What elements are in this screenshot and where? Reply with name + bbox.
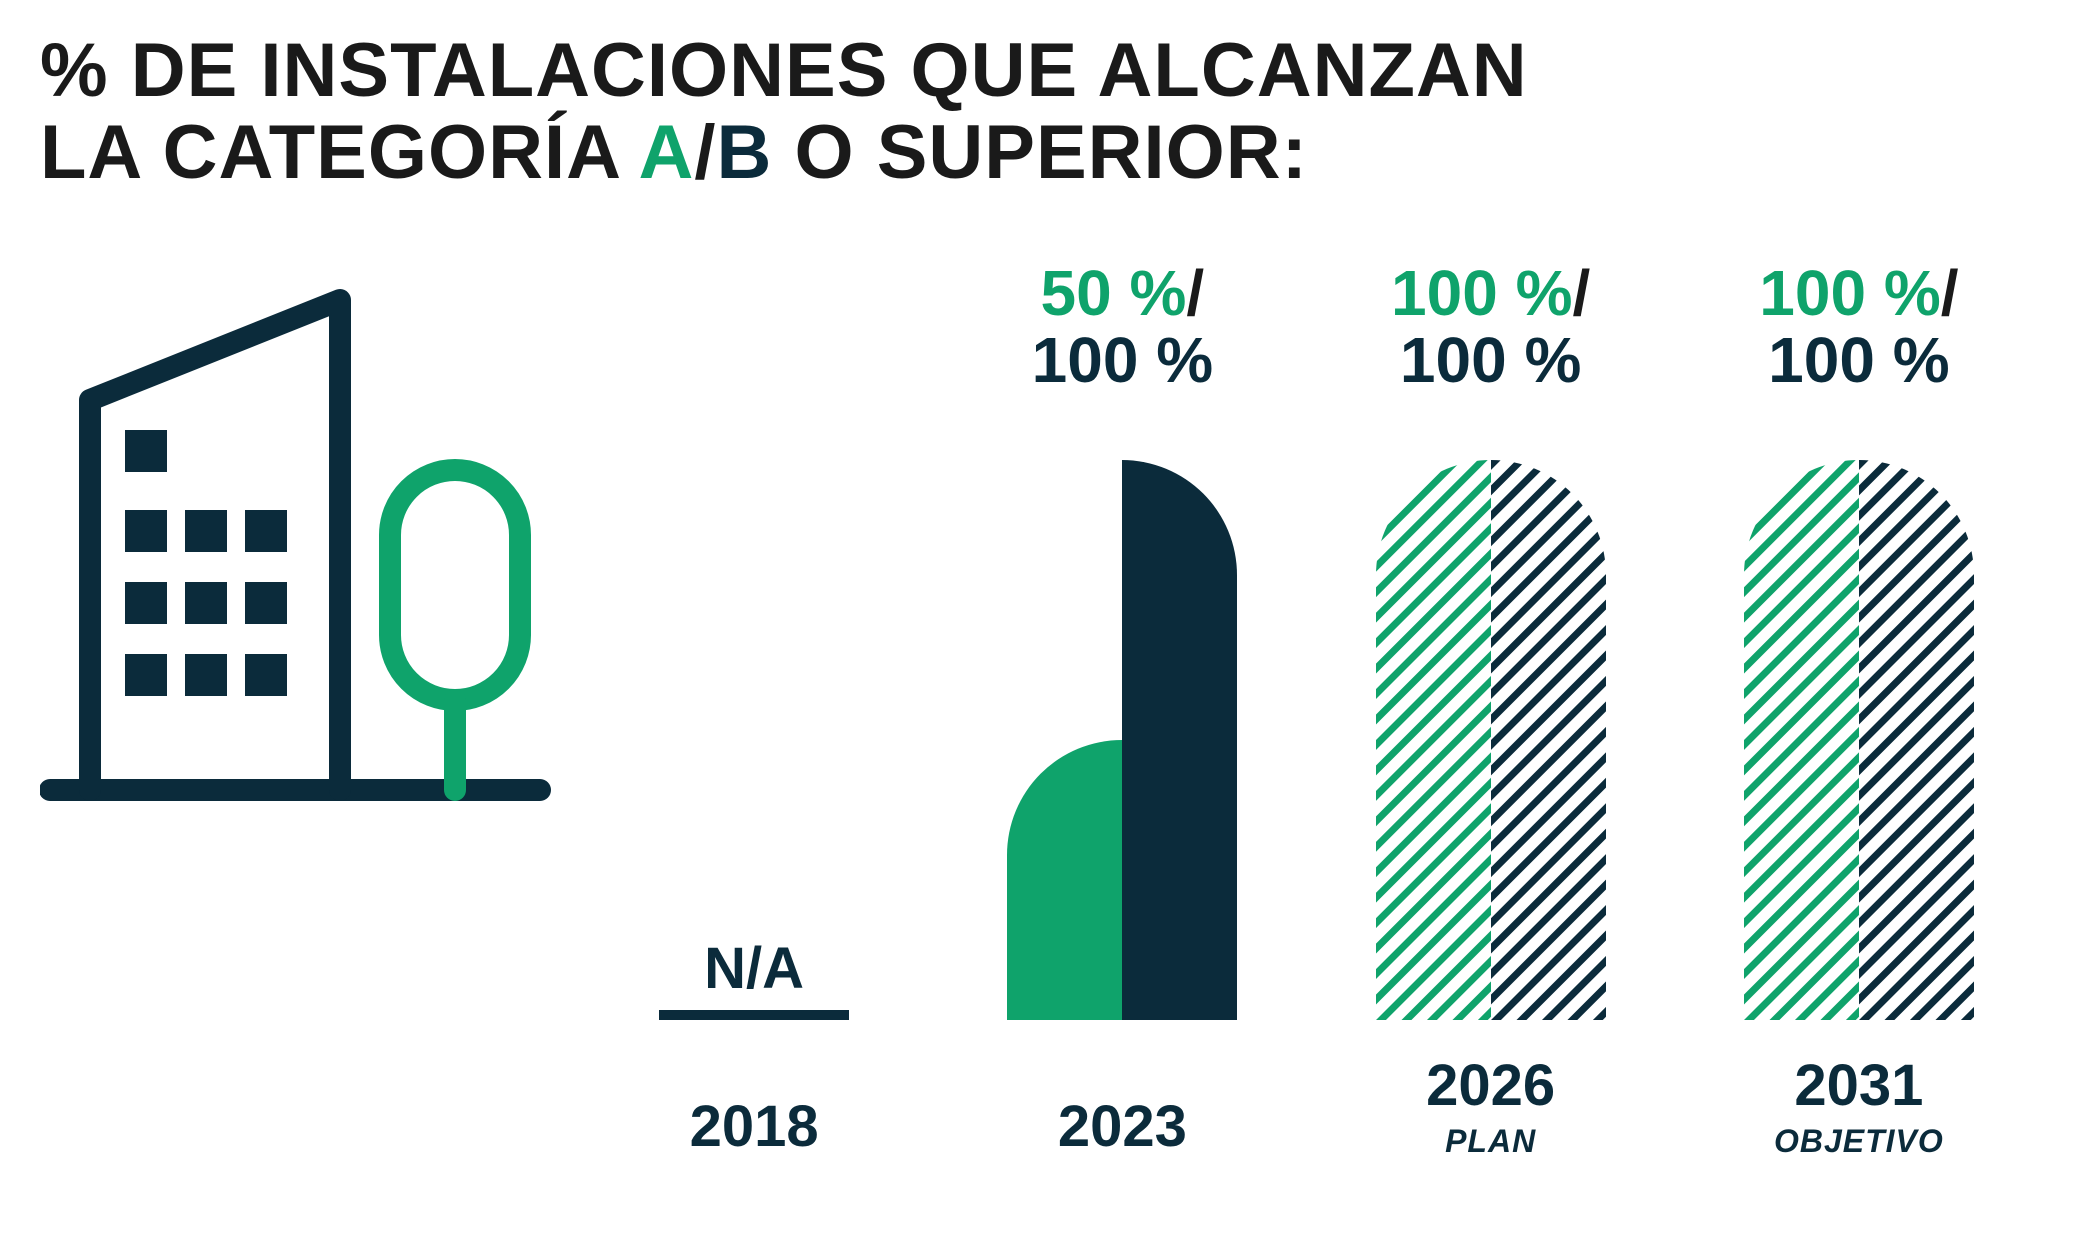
x-year: 2018 xyxy=(570,1093,938,1160)
bar-chart: N/A201850 %/100 %2023100 %/100 %2026PLAN… xyxy=(570,260,2043,1220)
value-b: 100 % xyxy=(1675,327,2043,394)
x-sub: OBJETIVO xyxy=(1675,1123,2043,1160)
bar-pair xyxy=(1744,460,1974,1020)
bar-b xyxy=(1859,460,1974,1020)
x-axis-label: 2018 xyxy=(570,1093,938,1160)
x-year: 2031 xyxy=(1675,1052,2043,1119)
value-slash: / xyxy=(1572,257,1590,329)
na-text: N/A xyxy=(659,935,849,1010)
value-a: 100 % xyxy=(1391,257,1572,329)
bar-pair xyxy=(1376,460,1606,1020)
x-year: 2023 xyxy=(938,1093,1306,1160)
value-a: 50 % xyxy=(1041,257,1187,329)
bar-a xyxy=(1744,460,1859,1020)
x-axis-label: 2031 OBJETIVO xyxy=(1675,1052,2043,1160)
x-sub: PLAN xyxy=(1307,1123,1675,1160)
value-b: 100 % xyxy=(1307,327,1675,394)
value-b: 100 % xyxy=(938,327,1306,394)
x-axis-label: 2023 xyxy=(938,1093,1306,1160)
na-underline xyxy=(659,1010,849,1020)
chart-column: 100 %/100 % 2031 OBJETIVO xyxy=(1675,260,2043,1220)
value-label: 50 %/100 % xyxy=(938,260,1306,394)
bar-a xyxy=(1007,460,1122,1020)
title-line-2: LA CATEGORÍA A/B O SUPERIOR: xyxy=(40,112,2043,194)
value-slash: / xyxy=(1186,257,1204,329)
building-tree-icon xyxy=(40,260,570,1220)
bar-b xyxy=(1491,460,1606,1020)
bar-pair xyxy=(1007,460,1237,1020)
value-label: 100 %/100 % xyxy=(1307,260,1675,394)
chart-column: 50 %/100 % 2023 xyxy=(938,260,1306,1220)
value-a: 100 % xyxy=(1759,257,1940,329)
chart-column: 100 %/100 % 2026 PLAN xyxy=(1307,260,1675,1220)
value-label: 100 %/100 % xyxy=(1675,260,2043,394)
page-title: % DE INSTALACIONES QUE ALCANZANLA CATEGO… xyxy=(40,30,2043,194)
bar-b xyxy=(1122,460,1237,1020)
title-line-1: % DE INSTALACIONES QUE ALCANZAN xyxy=(40,30,2043,112)
x-axis-label: 2026 PLAN xyxy=(1307,1052,1675,1160)
infographic-root: % DE INSTALACIONES QUE ALCANZANLA CATEGO… xyxy=(0,0,2083,1250)
content-row: N/A201850 %/100 %2023100 %/100 %2026PLAN… xyxy=(40,260,2043,1220)
chart-column: N/A 2018 xyxy=(570,260,938,1220)
value-slash: / xyxy=(1941,257,1959,329)
bar-a xyxy=(1376,460,1491,1020)
na-block: N/A xyxy=(659,935,849,1020)
x-year: 2026 xyxy=(1307,1052,1675,1119)
